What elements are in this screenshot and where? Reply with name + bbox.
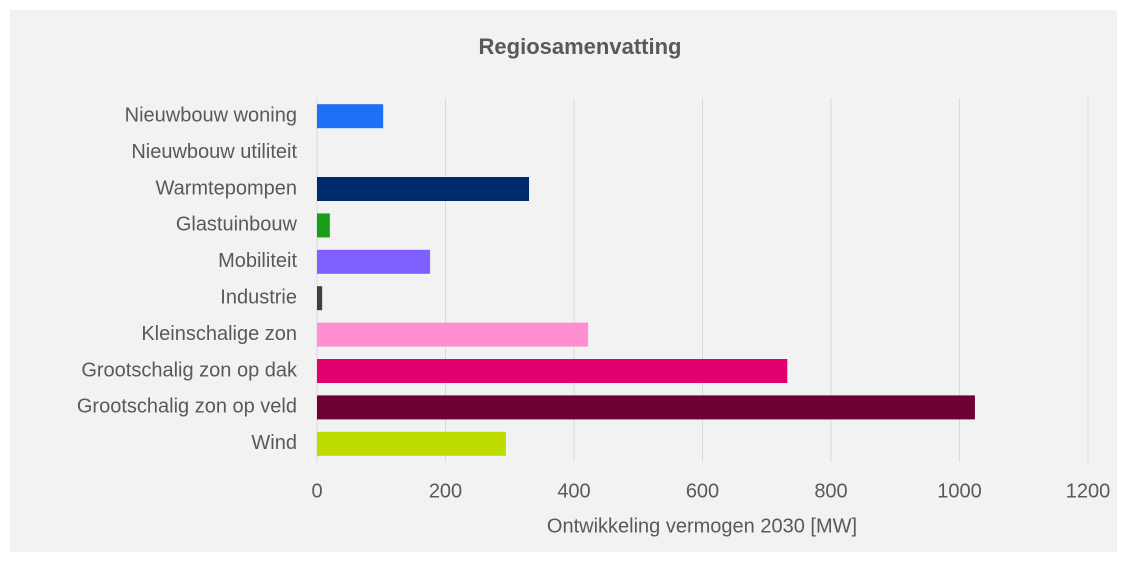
- bar: [317, 431, 506, 456]
- y-tick-label: Wind: [251, 432, 297, 454]
- bar: [317, 177, 530, 201]
- y-tick-label: Warmtepompen: [155, 177, 297, 199]
- bar: [317, 249, 431, 274]
- bar: [317, 359, 788, 383]
- y-tick-label: Grootschalig zon op veld: [77, 396, 297, 418]
- y-tick-label: Grootschalig zon op dak: [81, 359, 298, 381]
- x-tick-label: 1000: [937, 480, 982, 502]
- y-tick-label: Glastuinbouw: [176, 214, 298, 236]
- bar: [317, 395, 975, 420]
- x-tick-label: 0: [311, 480, 322, 502]
- x-tick-label: 200: [429, 480, 462, 502]
- chart-background: [10, 10, 1117, 552]
- y-tick-label: Kleinschalige zon: [141, 323, 297, 345]
- y-tick-label: Mobiliteit: [218, 250, 297, 272]
- x-tick-label: 600: [686, 480, 719, 502]
- bar: [317, 322, 589, 347]
- bar: [317, 104, 384, 129]
- chart-title: Regiosamenvatting: [479, 34, 682, 59]
- y-tick-label: Industrie: [220, 286, 297, 308]
- bar: [317, 286, 323, 311]
- x-tick-label: 1200: [1066, 480, 1111, 502]
- bar: [317, 213, 330, 238]
- x-tick-label: 400: [557, 480, 590, 502]
- y-tick-label: Nieuwbouw woning: [125, 104, 297, 126]
- x-axis-title: Ontwikkeling vermogen 2030 [MW]: [547, 515, 857, 537]
- x-tick-label: 800: [814, 480, 847, 502]
- y-tick-label: Nieuwbouw utiliteit: [131, 141, 297, 163]
